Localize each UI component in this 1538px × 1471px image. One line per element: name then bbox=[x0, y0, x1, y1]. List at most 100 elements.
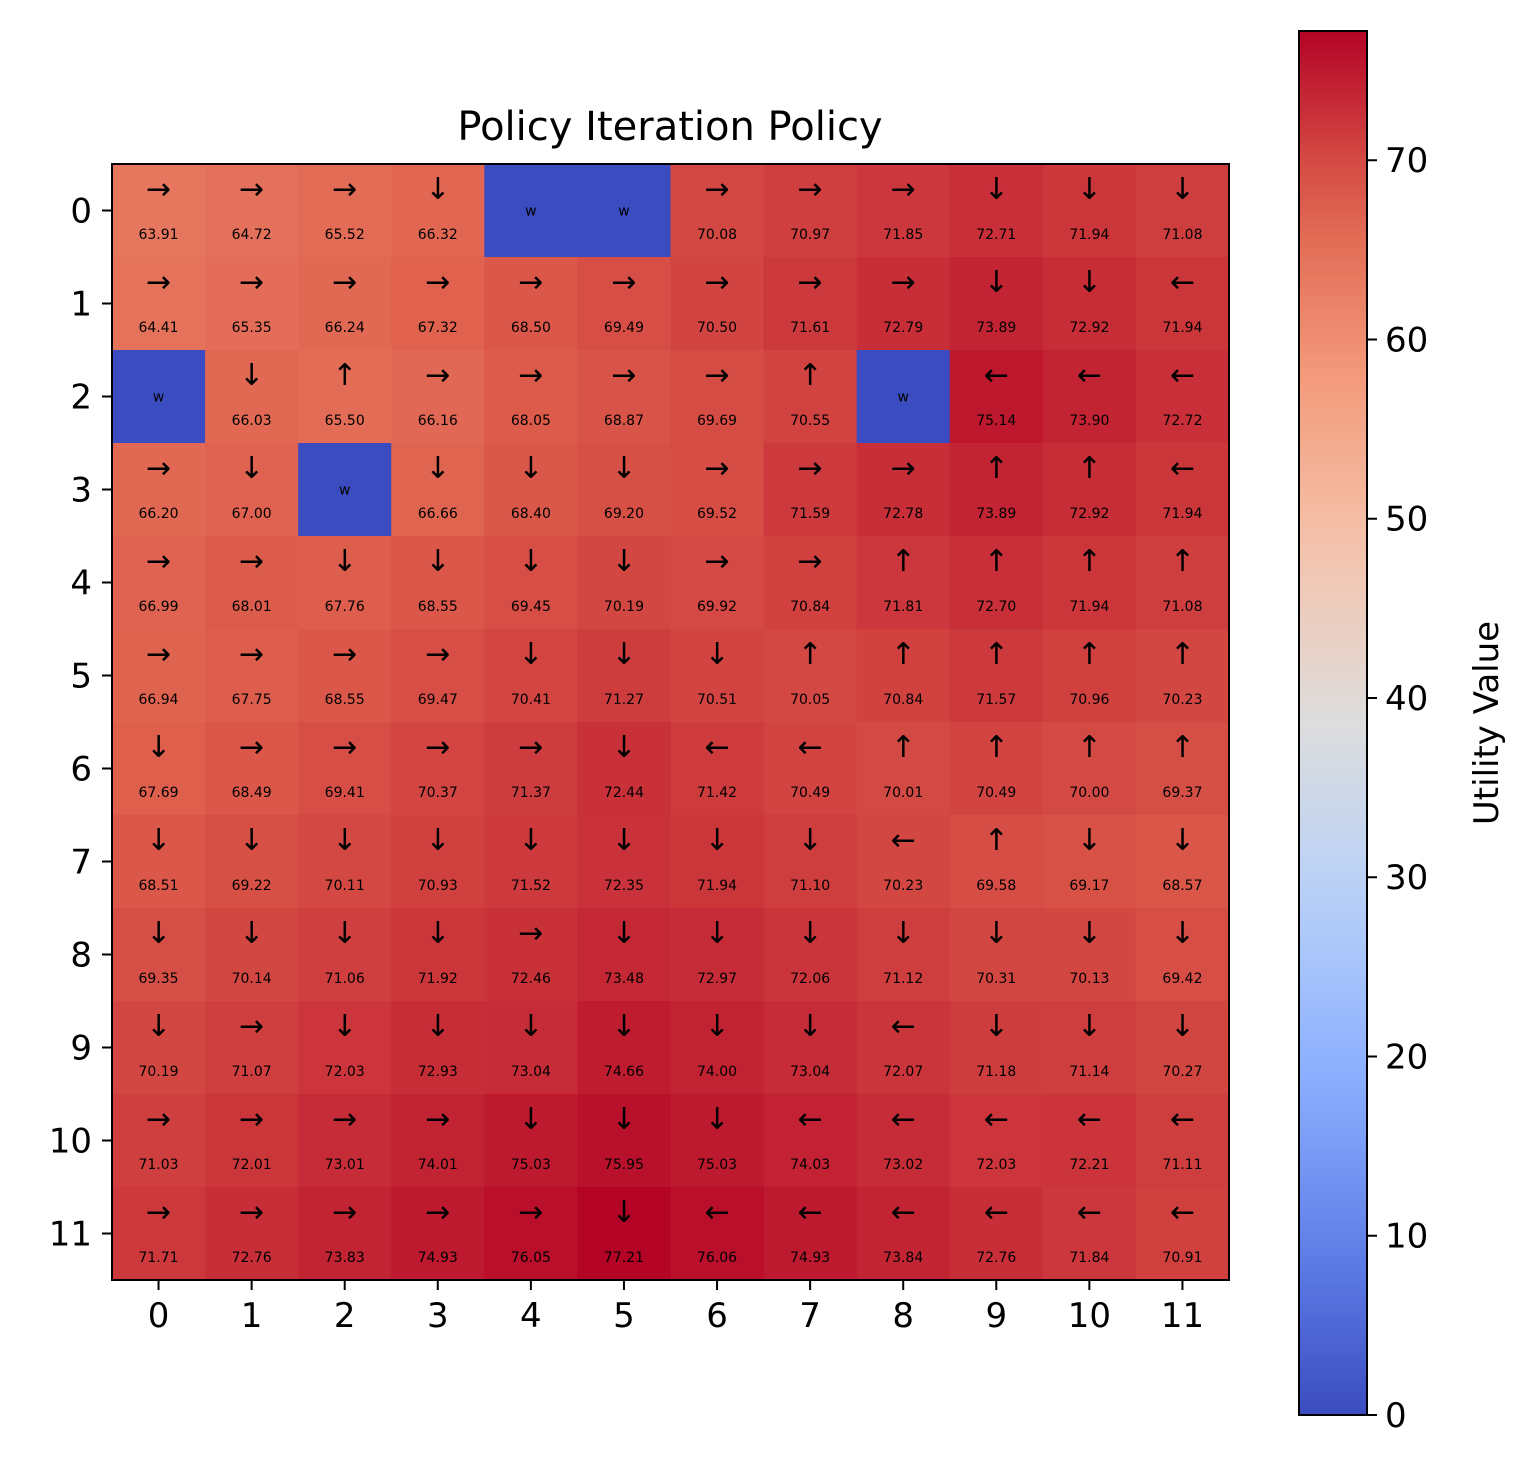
utility-value-label: 76.05 bbox=[511, 1250, 551, 1266]
policy-arrow: → bbox=[704, 172, 729, 207]
utility-value-label: 65.35 bbox=[232, 320, 272, 336]
heatmap-cell bbox=[949, 536, 1044, 630]
heatmap-cell bbox=[763, 257, 858, 351]
heatmap-cell bbox=[670, 1187, 765, 1281]
policy-arrow: ↓ bbox=[425, 1009, 450, 1044]
heatmap-cell bbox=[670, 1001, 765, 1095]
heatmap-cell bbox=[1135, 350, 1230, 444]
heatmap-cell bbox=[856, 1094, 951, 1188]
policy-arrow: ↓ bbox=[146, 823, 171, 858]
policy-arrow: → bbox=[239, 730, 264, 765]
policy-arrow: ← bbox=[798, 1102, 823, 1137]
heatmap-cell bbox=[1042, 164, 1137, 258]
policy-arrow: → bbox=[611, 265, 636, 300]
heatmap-cell bbox=[484, 350, 579, 444]
heatmap-cell bbox=[670, 257, 765, 351]
heatmap-cell bbox=[298, 1187, 392, 1281]
heatmap-cell bbox=[391, 350, 485, 444]
policy-arrow: ↓ bbox=[611, 916, 636, 951]
policy-arrow: ← bbox=[891, 823, 916, 858]
utility-value-label: 70.19 bbox=[138, 1064, 178, 1080]
heatmap-cell bbox=[1042, 1187, 1137, 1281]
wall-label: w bbox=[339, 483, 350, 499]
utility-value-label: 69.47 bbox=[418, 692, 458, 708]
utility-value-label: 69.58 bbox=[976, 878, 1016, 894]
utility-value-label: 70.13 bbox=[1069, 971, 1109, 987]
utility-value-label: 71.14 bbox=[1069, 1064, 1109, 1080]
utility-value-label: 73.89 bbox=[976, 320, 1016, 336]
policy-arrow: ← bbox=[798, 730, 823, 765]
heatmap-cell bbox=[856, 908, 951, 1002]
heatmap-cell bbox=[763, 1094, 858, 1188]
policy-arrow: ↓ bbox=[984, 172, 1009, 207]
policy-arrow: ↓ bbox=[611, 637, 636, 672]
utility-value-label: 64.41 bbox=[138, 320, 178, 336]
heatmap-cell bbox=[1042, 722, 1137, 816]
policy-arrow: → bbox=[146, 265, 171, 300]
heatmap-cell bbox=[1135, 1187, 1230, 1281]
utility-value-label: 72.79 bbox=[883, 320, 923, 336]
heatmap-cell bbox=[205, 1001, 299, 1095]
heatmap-cell bbox=[298, 908, 392, 1002]
heatmap-cell bbox=[1042, 350, 1137, 444]
heatmap-cell bbox=[1135, 815, 1230, 909]
utility-value-label: 68.50 bbox=[511, 320, 551, 336]
utility-value-label: 70.97 bbox=[790, 227, 830, 243]
utility-value-label: 71.61 bbox=[790, 320, 830, 336]
policy-arrow: → bbox=[239, 637, 264, 672]
utility-value-label: 72.76 bbox=[976, 1250, 1016, 1266]
utility-value-label: 68.57 bbox=[1162, 878, 1202, 894]
heatmap-cell bbox=[205, 629, 299, 723]
heatmap-cell bbox=[112, 536, 206, 630]
policy-arrow: ↓ bbox=[891, 916, 916, 951]
heatmap-cell bbox=[763, 815, 858, 909]
utility-value-label: 71.84 bbox=[1069, 1250, 1109, 1266]
x-tick-label: 4 bbox=[520, 1296, 542, 1336]
policy-arrow: → bbox=[518, 358, 543, 393]
heatmap-cell bbox=[1042, 908, 1137, 1002]
heatmap-cell bbox=[856, 1001, 951, 1095]
heatmap-cell bbox=[298, 164, 392, 258]
x-tick-label: 3 bbox=[427, 1296, 449, 1336]
policy-arrow: ↓ bbox=[798, 1009, 823, 1044]
policy-arrow: ← bbox=[891, 1009, 916, 1044]
heatmap-cell bbox=[856, 164, 951, 258]
wall-label: w bbox=[618, 204, 629, 220]
heatmap-cell bbox=[763, 164, 858, 258]
policy-arrow: → bbox=[518, 730, 543, 765]
utility-value-label: 66.94 bbox=[138, 692, 178, 708]
heatmap-cell bbox=[577, 1001, 672, 1095]
heatmap-cell bbox=[670, 164, 765, 258]
utility-value-label: 75.14 bbox=[976, 413, 1016, 429]
utility-value-label: 71.03 bbox=[138, 1157, 178, 1173]
heatmap-cell bbox=[577, 629, 672, 723]
colorbar-tick-label: 30 bbox=[1385, 858, 1428, 898]
policy-arrow: ↓ bbox=[984, 1009, 1009, 1044]
heatmap-cell bbox=[112, 908, 206, 1002]
heatmap-cell bbox=[112, 629, 206, 723]
policy-arrow: → bbox=[332, 1102, 357, 1137]
policy-arrow: → bbox=[146, 637, 171, 672]
heatmap-cell bbox=[484, 1094, 579, 1188]
utility-value-label: 70.27 bbox=[1162, 1064, 1202, 1080]
policy-arrow: ← bbox=[1077, 1102, 1102, 1137]
heatmap-cell bbox=[391, 815, 485, 909]
policy-arrow: ↓ bbox=[611, 1195, 636, 1230]
policy-arrow: ↓ bbox=[146, 730, 171, 765]
utility-value-label: 70.96 bbox=[1069, 692, 1109, 708]
utility-value-label: 70.51 bbox=[697, 692, 737, 708]
policy-arrow: → bbox=[239, 1102, 264, 1137]
heatmap-cell bbox=[112, 350, 206, 444]
policy-arrow: ↓ bbox=[1077, 172, 1102, 207]
utility-value-label: 66.20 bbox=[138, 506, 178, 522]
utility-value-label: 63.91 bbox=[138, 227, 178, 243]
heatmap-cell bbox=[205, 815, 299, 909]
heatmap-cell bbox=[298, 536, 392, 630]
policy-arrow: → bbox=[891, 172, 916, 207]
policy-arrow: ↓ bbox=[704, 1009, 729, 1044]
colorbar: Utility Value 0 10 20 30 40 50 60 70 bbox=[1298, 30, 1507, 1436]
policy-arrow: → bbox=[146, 1102, 171, 1137]
x-tick-label: 10 bbox=[1068, 1296, 1111, 1336]
policy-arrow: ↓ bbox=[611, 451, 636, 486]
